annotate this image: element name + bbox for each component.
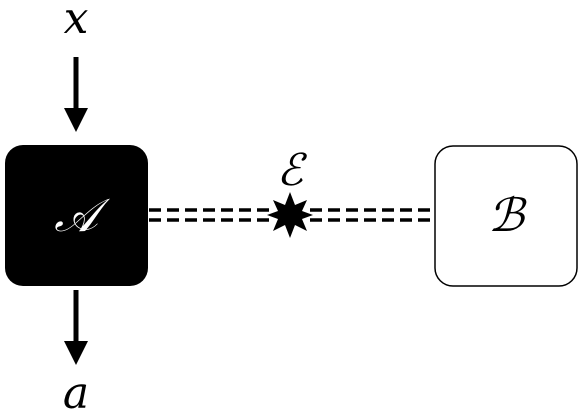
connection-right — [310, 208, 434, 222]
input-arrow — [64, 57, 88, 132]
box-b: ℬ — [434, 145, 578, 287]
output-label: a — [63, 368, 89, 419]
box-b-label: ℬ — [488, 188, 527, 242]
input-label: x — [64, 0, 89, 44]
connection-left — [149, 208, 272, 222]
entanglement-label: ℰ — [277, 145, 308, 196]
box-a: 𝒜 — [5, 145, 148, 286]
star-burst-icon — [267, 192, 313, 238]
output-arrow — [64, 290, 88, 365]
